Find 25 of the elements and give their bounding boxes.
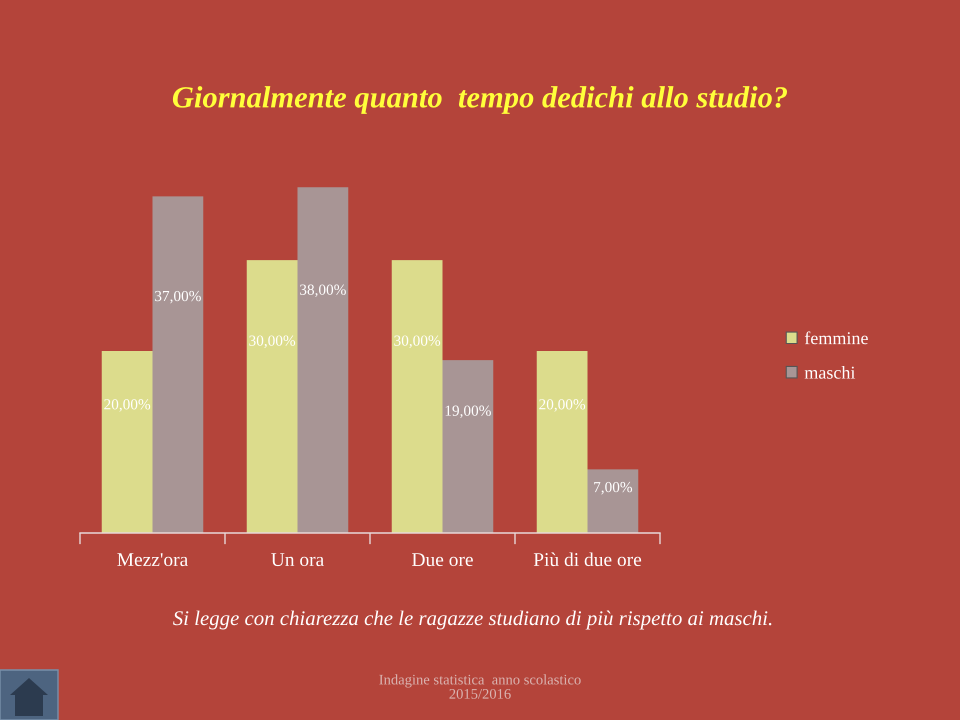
bar <box>588 469 638 533</box>
data-label: 19,00% <box>446 406 491 418</box>
x-tick-label: Un ora <box>271 553 324 566</box>
bar <box>102 351 152 533</box>
text: Indagine statistica anno scolastico 2015/2016 <box>379 674 581 699</box>
data-label: 30,00% <box>249 335 296 348</box>
legend-label: femmine <box>804 331 868 344</box>
bar <box>442 360 494 533</box>
x-tick-label: Due ore <box>412 553 473 566</box>
bar <box>536 351 588 533</box>
data-label: 7,00% <box>594 482 632 494</box>
bar <box>152 196 204 533</box>
legend-label: maschi <box>804 366 856 379</box>
bar <box>298 187 348 533</box>
data-label: 37,00% <box>155 290 201 304</box>
text: Si legge con chiarezza che le ragazze studiano di più rispetto ai maschi. <box>173 610 772 630</box>
bar <box>246 260 298 533</box>
data-label: 30,00% <box>394 335 440 348</box>
data-label: 20,00% <box>539 399 586 412</box>
chart-title: Giornalmente quanto tempo dedichi allo studio? <box>172 86 788 114</box>
data-label: 20,00% <box>104 399 150 412</box>
x-tick-label: Mezz'ora <box>117 553 188 566</box>
data-label: 38,00% <box>300 284 346 298</box>
bar <box>392 260 442 533</box>
x-tick-label: Più di due ore <box>534 552 642 566</box>
